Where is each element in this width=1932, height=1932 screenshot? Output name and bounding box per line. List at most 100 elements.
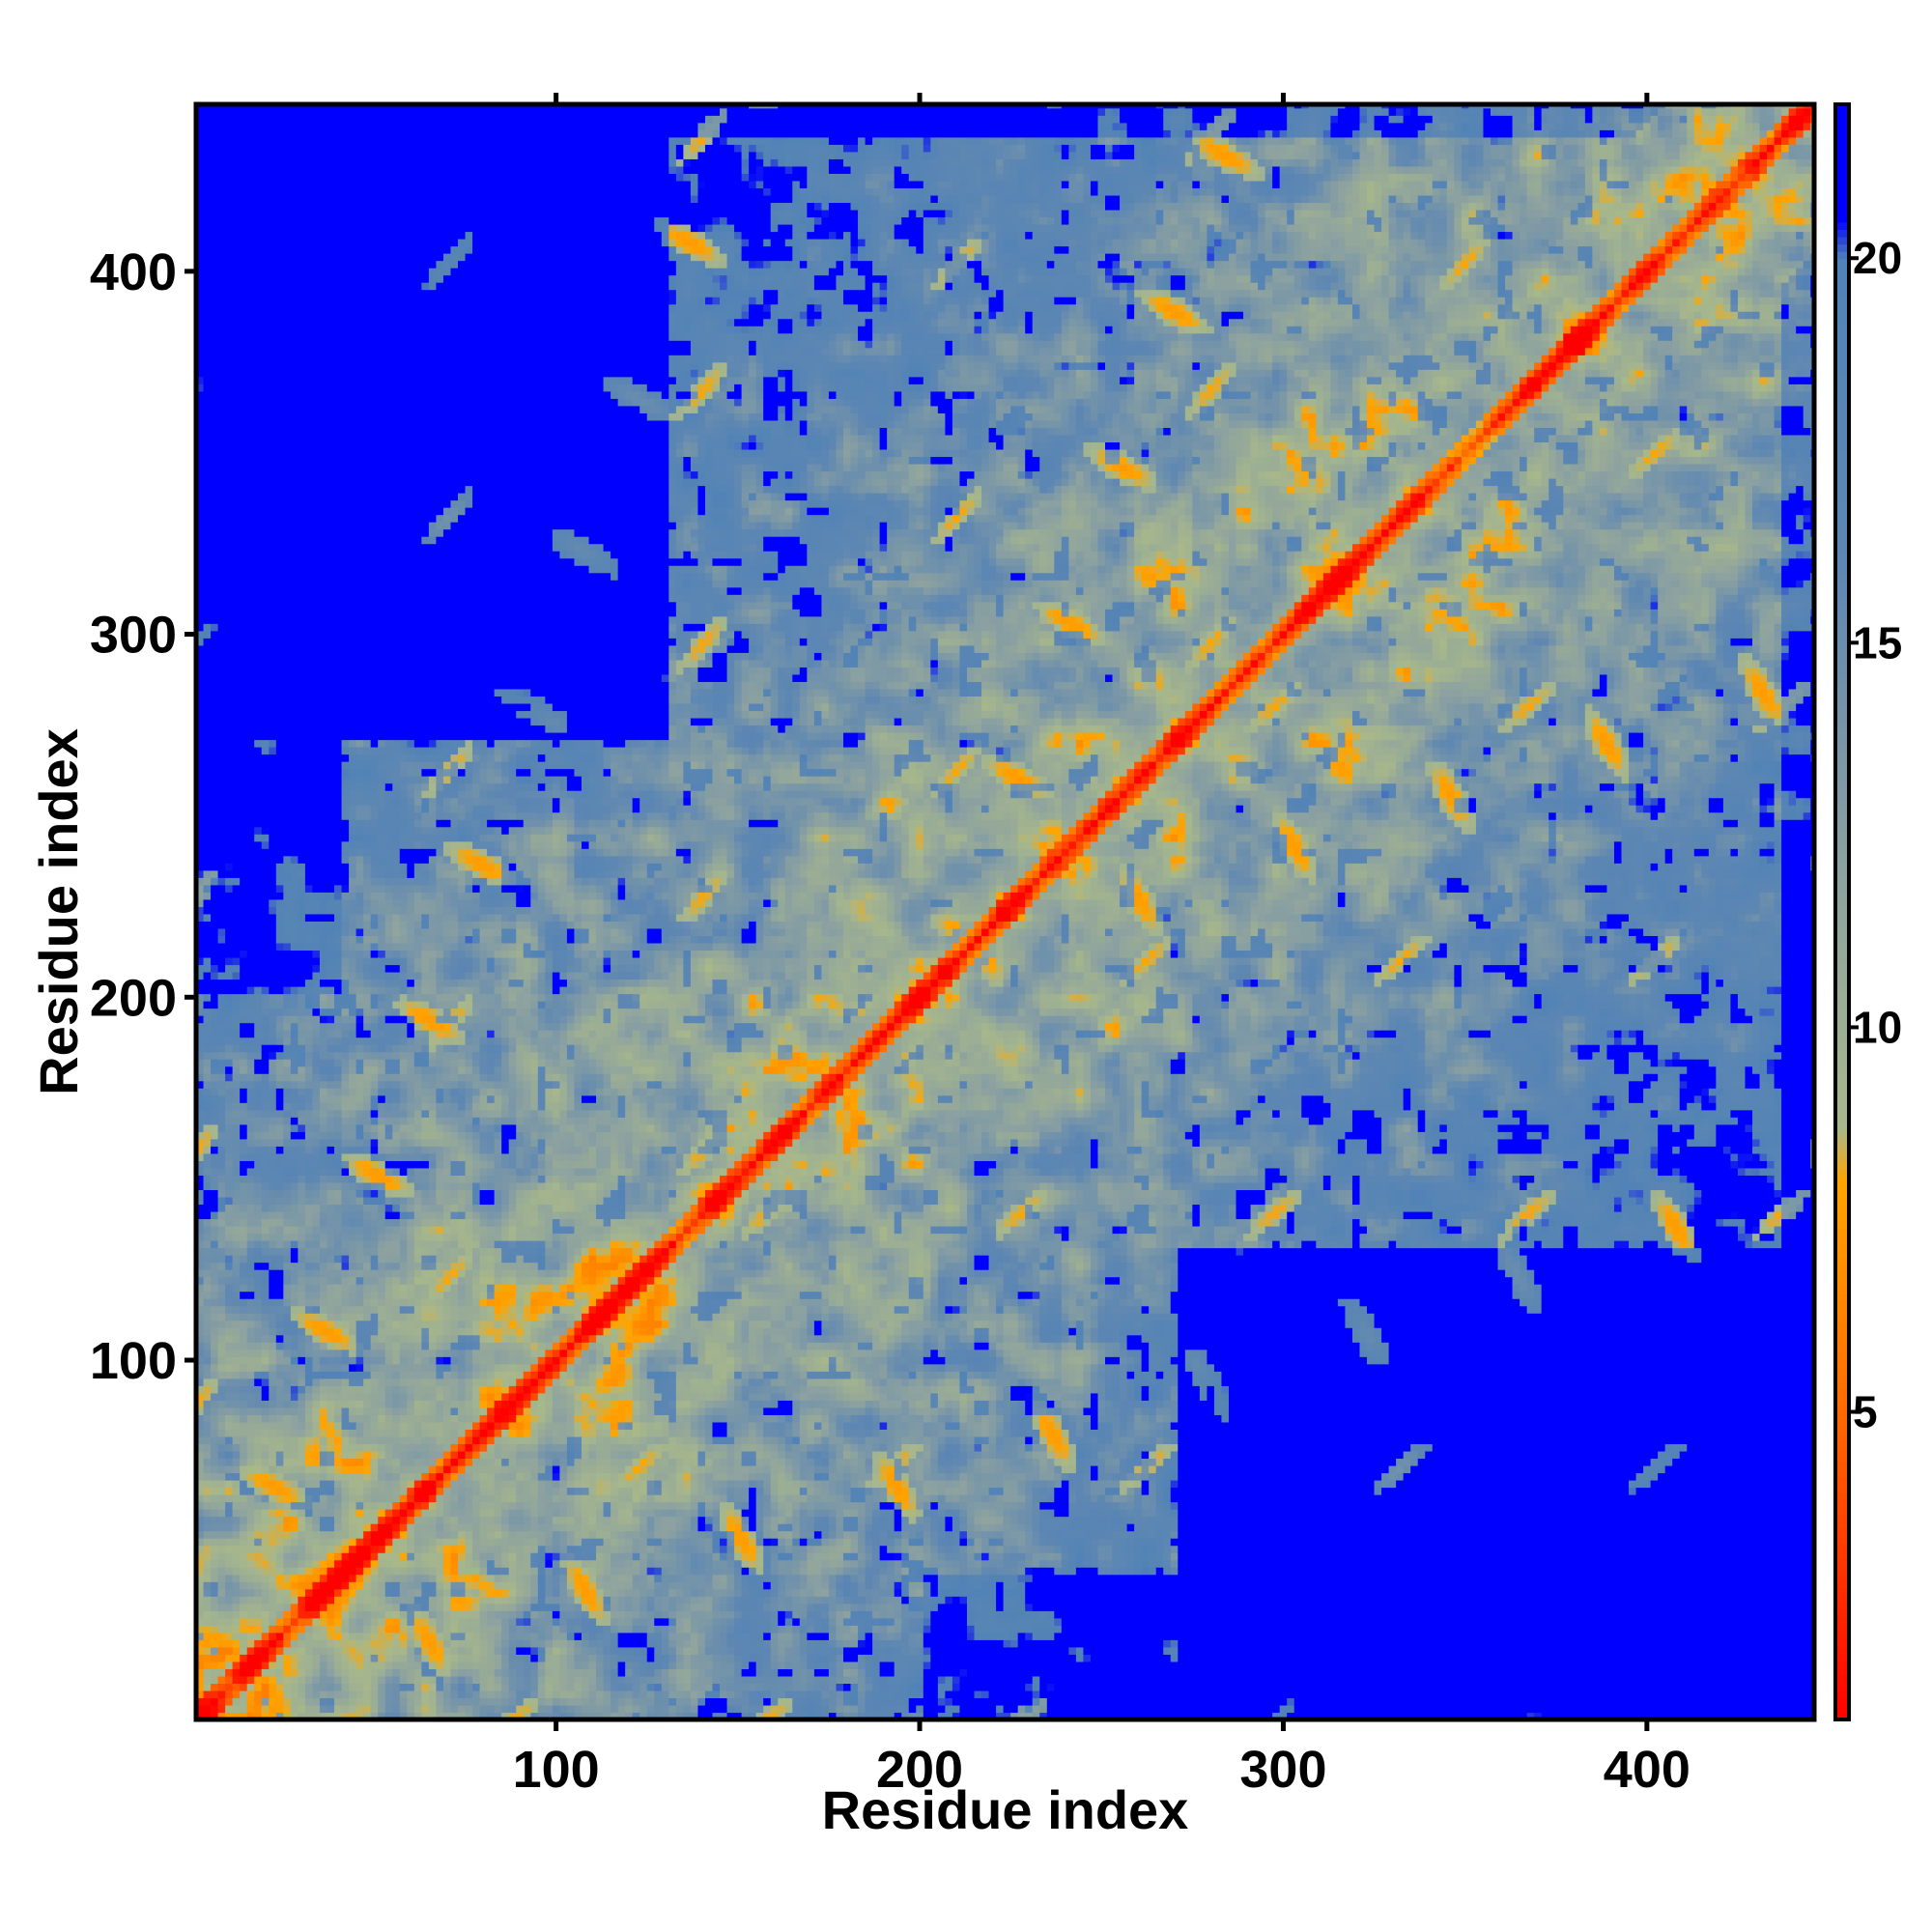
heatmap-cell xyxy=(262,631,270,639)
heatmap-cell xyxy=(233,761,241,769)
heatmap-cell xyxy=(211,195,218,203)
heatmap-cell xyxy=(233,1182,241,1190)
heatmap-cell xyxy=(233,638,241,645)
heatmap-cell xyxy=(233,710,241,718)
heatmap-cell xyxy=(204,1292,212,1299)
heatmap-cell xyxy=(233,798,241,806)
heatmap-cell xyxy=(218,725,226,733)
heatmap-cell xyxy=(204,1342,212,1350)
heatmap-cell xyxy=(247,1153,255,1161)
heatmap-cell xyxy=(225,1327,233,1335)
heatmap-cell xyxy=(262,319,270,327)
heatmap-cell xyxy=(233,725,241,733)
heatmap-cell xyxy=(211,115,218,123)
heatmap-cell xyxy=(269,1292,276,1299)
heatmap-cell xyxy=(254,674,262,682)
heatmap-cell xyxy=(218,652,226,660)
heatmap-cell xyxy=(218,1690,226,1698)
heatmap-cell xyxy=(240,718,247,725)
heatmap-cell xyxy=(225,1001,233,1009)
heatmap-cell xyxy=(262,507,270,515)
heatmap-cell xyxy=(240,486,247,494)
heatmap-cell xyxy=(225,181,233,188)
heatmap-cell xyxy=(240,319,247,327)
heatmap-cell xyxy=(262,1211,270,1219)
heatmap-cell xyxy=(233,1139,241,1147)
heatmap-cell xyxy=(233,1531,241,1539)
heatmap-cell xyxy=(211,1240,218,1248)
heatmap-cell xyxy=(211,1523,218,1531)
heatmap-cell xyxy=(240,137,247,145)
heatmap-cell xyxy=(254,478,262,486)
heatmap-cell xyxy=(254,994,262,1002)
heatmap-cell xyxy=(247,885,255,893)
heatmap-cell xyxy=(204,703,212,711)
heatmap-cell xyxy=(211,1030,218,1037)
heatmap-cell xyxy=(204,747,212,754)
heatmap-cell xyxy=(240,507,247,515)
heatmap-cell xyxy=(262,1255,270,1263)
heatmap-cell xyxy=(233,994,241,1002)
heatmap-cell xyxy=(233,500,241,508)
heatmap-cell xyxy=(254,1110,262,1118)
heatmap-cell xyxy=(240,536,247,544)
heatmap-cell xyxy=(225,943,233,951)
heatmap-cell xyxy=(225,355,233,362)
heatmap-cell xyxy=(225,609,233,616)
heatmap-cell xyxy=(247,609,255,616)
heatmap-cell xyxy=(233,1618,241,1626)
heatmap-cell xyxy=(204,1023,212,1031)
heatmap-cell xyxy=(254,725,262,733)
heatmap-cell xyxy=(262,609,270,616)
heatmap-cell xyxy=(211,239,218,246)
heatmap-cell xyxy=(262,754,270,762)
heatmap-cell xyxy=(262,1146,270,1153)
heatmap-cell xyxy=(211,856,218,864)
heatmap-cell xyxy=(262,928,270,936)
heatmap-cell xyxy=(240,261,247,269)
heatmap-cell xyxy=(204,863,212,870)
heatmap-cell xyxy=(262,529,270,537)
heatmap-cell xyxy=(218,856,226,864)
heatmap-cell xyxy=(254,1168,262,1176)
heatmap-cell xyxy=(218,1654,226,1662)
heatmap-cell xyxy=(254,326,262,333)
heatmap-cell xyxy=(204,689,212,696)
heatmap-cell xyxy=(254,1023,262,1031)
heatmap-cell xyxy=(211,253,218,261)
heatmap-cell xyxy=(218,515,226,523)
heatmap-cell xyxy=(204,1335,212,1343)
heatmap-cell xyxy=(233,1523,241,1531)
heatmap-cell xyxy=(262,1480,270,1488)
heatmap-cell xyxy=(240,435,247,442)
heatmap-cell xyxy=(247,1306,255,1314)
heatmap-cell xyxy=(247,282,255,290)
heatmap-cell xyxy=(262,1662,270,1669)
heatmap-cell xyxy=(262,348,270,355)
heatmap-cell xyxy=(204,1037,212,1045)
heatmap-cell xyxy=(240,1560,247,1568)
heatmap-cell xyxy=(218,1335,226,1343)
heatmap-cell xyxy=(204,877,212,885)
heatmap-cell xyxy=(240,1625,247,1633)
heatmap-cell xyxy=(240,348,247,355)
heatmap-cell xyxy=(254,1429,262,1436)
heatmap-cell xyxy=(233,681,241,689)
heatmap-cell xyxy=(240,935,247,943)
heatmap-cell xyxy=(218,1494,226,1502)
heatmap-cell xyxy=(218,1030,226,1037)
heatmap-cell xyxy=(240,1480,247,1488)
heatmap-cell xyxy=(225,645,233,653)
heatmap-cell xyxy=(262,1052,270,1060)
heatmap-cell xyxy=(225,406,233,413)
heatmap-cell xyxy=(233,602,241,610)
heatmap-cell xyxy=(240,609,247,616)
heatmap-cell xyxy=(225,340,233,348)
heatmap-cell xyxy=(240,1610,247,1618)
heatmap-cell xyxy=(211,1146,218,1153)
heatmap-cell xyxy=(204,667,212,674)
heatmap-cell xyxy=(254,1538,262,1546)
heatmap-cell xyxy=(247,261,255,269)
heatmap-cell xyxy=(218,587,226,595)
heatmap-cell xyxy=(240,123,247,130)
